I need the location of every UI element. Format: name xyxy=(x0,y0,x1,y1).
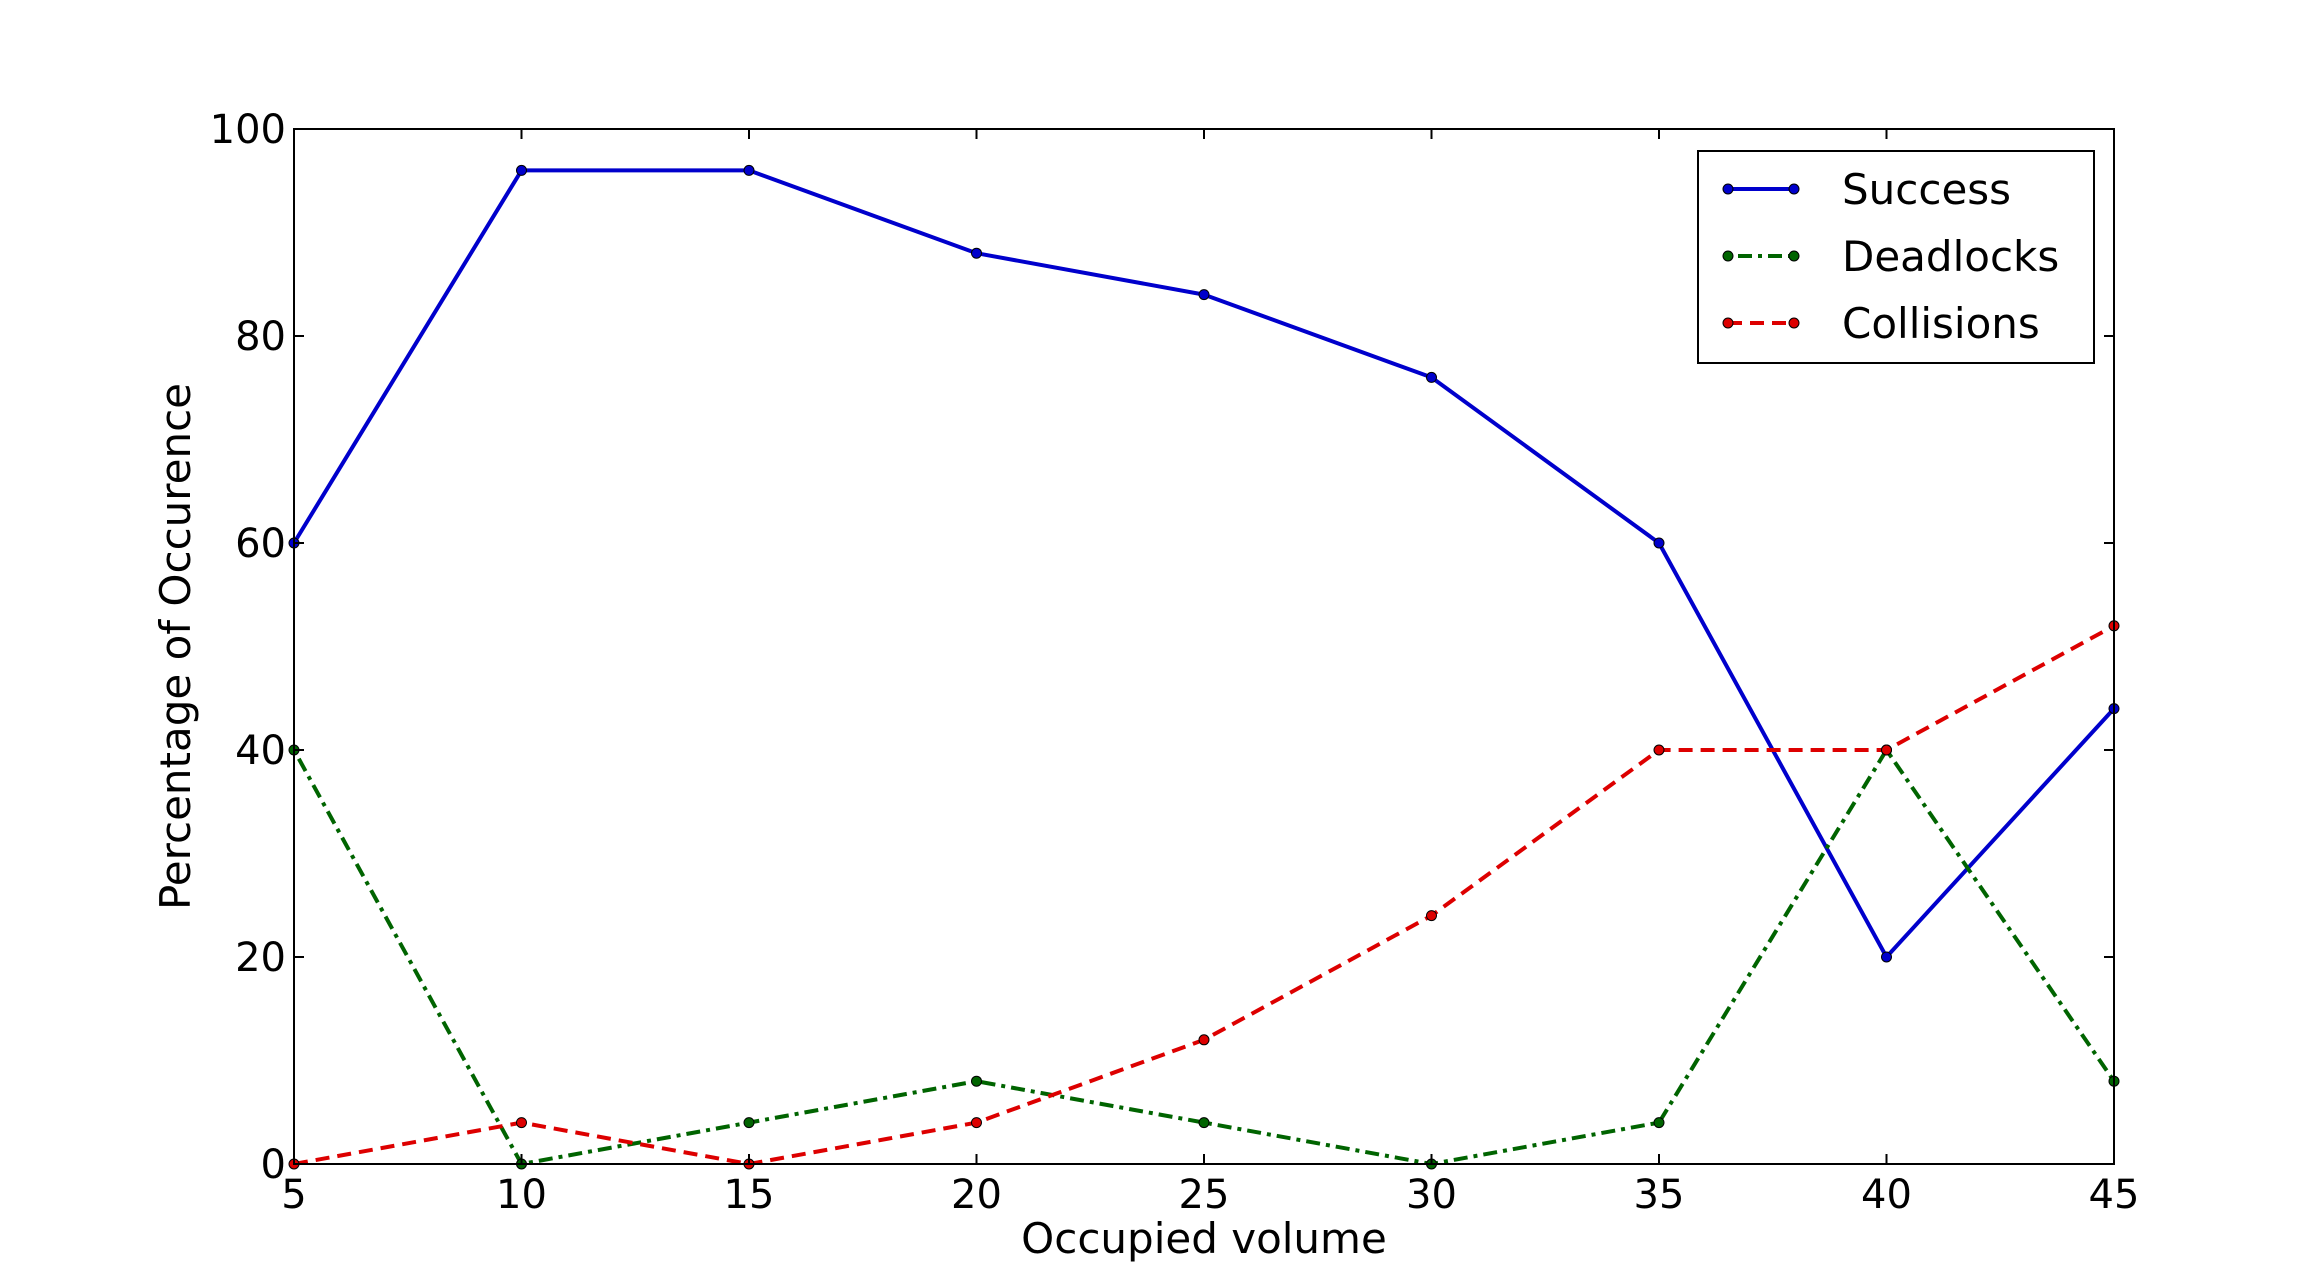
data-point-success xyxy=(743,164,755,176)
x-tick-label: 40 xyxy=(1861,1172,1912,1218)
x-axis-title: Occupied volume xyxy=(1021,1214,1387,1263)
legend-marker xyxy=(1788,183,1800,195)
data-point-deadlocks xyxy=(1198,1117,1210,1129)
x-tick-label: 5 xyxy=(281,1172,306,1218)
axis-ticks xyxy=(293,128,2115,1165)
y-tick-label: 40 xyxy=(235,728,286,774)
x-tick-label: 20 xyxy=(951,1172,1002,1218)
data-point-success xyxy=(1653,537,1665,549)
data-point-success xyxy=(1198,289,1210,301)
legend-box xyxy=(1697,150,2095,364)
data-point-collisions xyxy=(971,1117,982,1129)
y-tick-label: 80 xyxy=(235,314,286,360)
data-point-collisions xyxy=(1881,744,1892,756)
legend-label-deadlocks: Deadlocks xyxy=(1842,232,2059,281)
x-tick-label: 25 xyxy=(1179,1172,1230,1218)
data-point-success xyxy=(971,247,982,259)
x-tick-label: 10 xyxy=(496,1172,547,1218)
series-line-deadlocks xyxy=(292,748,2116,1166)
data-point-success xyxy=(516,164,527,176)
x-tick-label: 45 xyxy=(2089,1172,2140,1218)
legend-marker xyxy=(1722,183,1734,195)
data-point-collisions xyxy=(516,1117,527,1129)
y-tick-label: 20 xyxy=(235,935,286,981)
legend-label-collisions: Collisions xyxy=(1842,299,2040,348)
data-point-collisions xyxy=(1198,1034,1210,1046)
data-point-deadlocks xyxy=(1653,1117,1665,1129)
x-tick-label: 30 xyxy=(1406,1172,1457,1218)
x-tick-label: 35 xyxy=(1634,1172,1685,1218)
legend-marker xyxy=(1722,317,1734,329)
y-tick-label: 60 xyxy=(235,521,286,567)
data-point-success xyxy=(1426,371,1437,383)
legend: Success Deadlocks Collisions xyxy=(1697,150,2095,364)
legend-marker xyxy=(1788,317,1800,329)
y-tick-label: 0 xyxy=(261,1142,286,1188)
legend-marker xyxy=(1788,250,1800,262)
legend-label-success: Success xyxy=(1842,165,2011,214)
series-group xyxy=(288,164,2120,1170)
data-point-deadlocks xyxy=(971,1075,982,1087)
y-tick-label: 100 xyxy=(210,107,286,153)
axis-tick-labels: 5 10 15 20 25 30 35 40 45 0 20 40 60 80 100 xyxy=(210,107,2140,1218)
data-point-collisions xyxy=(1426,910,1437,922)
y-axis-title: Percentage of Occurence xyxy=(151,383,200,910)
data-point-success xyxy=(1881,951,1892,963)
data-point-deadlocks xyxy=(743,1117,755,1129)
legend-marker xyxy=(1722,250,1734,262)
data-point-collisions xyxy=(1653,744,1665,756)
series-line-collisions xyxy=(293,624,2115,1166)
x-tick-label: 15 xyxy=(724,1172,775,1218)
